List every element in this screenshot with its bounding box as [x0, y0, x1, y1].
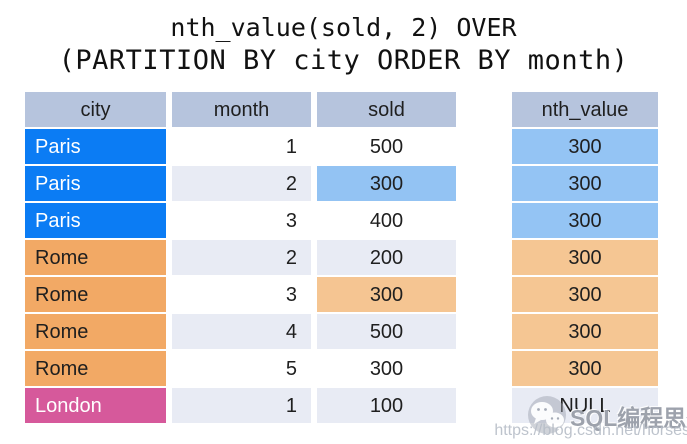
- nth-value-cell: 300: [512, 166, 658, 201]
- month-cell: 4: [172, 314, 311, 349]
- watermark-url-text: https://blog.csdn.net/horses: [494, 422, 687, 439]
- month-cell: 3: [285, 283, 297, 306]
- sql-expression-title: nth_value(sold, 2) OVER (PARTITION BY ci…: [0, 12, 687, 78]
- column-header-sold: sold: [317, 92, 456, 127]
- city-cell: Rome: [25, 351, 166, 386]
- nth-value-cell: 300: [512, 314, 658, 349]
- month-cell: 2: [172, 240, 311, 275]
- nth-value-cell-null: NULL: [512, 388, 658, 423]
- city-cell: Paris: [25, 203, 166, 238]
- column-header-nth-value: nth_value: [512, 92, 658, 127]
- sold-cell: 100: [317, 388, 456, 423]
- month-cell: 1: [285, 135, 297, 158]
- source-table: city month sold Paris 1 500 Paris 2 300 …: [25, 92, 456, 423]
- sold-cell: 200: [317, 240, 456, 275]
- city-cell: Rome: [25, 277, 166, 312]
- nth-value-cell: 300: [512, 129, 658, 164]
- nth-value-cell: 300: [512, 240, 658, 275]
- city-cell: Rome: [25, 314, 166, 349]
- month-cell: 1: [172, 388, 311, 423]
- title-line-1: nth_value(sold, 2) OVER: [170, 13, 517, 42]
- title-line-2: (PARTITION BY city ORDER BY month): [58, 45, 629, 76]
- sold-cell: 500: [317, 314, 456, 349]
- sold-cell-highlighted: 300: [317, 277, 456, 312]
- city-cell: Rome: [25, 240, 166, 275]
- sold-cell: 500: [369, 135, 404, 158]
- nth-value-cell: 300: [512, 277, 658, 312]
- result-column: nth_value 300 300 300 300 300 300 300 NU…: [512, 92, 658, 423]
- sold-cell: 300: [369, 357, 404, 380]
- month-cell: 2: [172, 166, 311, 201]
- column-header-month: month: [172, 92, 311, 127]
- column-header-city: city: [25, 92, 166, 127]
- city-cell: Paris: [25, 166, 166, 201]
- city-cell: London: [25, 388, 166, 423]
- sold-cell-highlighted: 300: [317, 166, 456, 201]
- month-cell: 5: [285, 357, 297, 380]
- sold-cell: 400: [369, 209, 404, 232]
- city-cell: Paris: [25, 129, 166, 164]
- nth-value-cell: 300: [512, 203, 658, 238]
- month-cell: 3: [285, 209, 297, 232]
- nth-value-cell: 300: [512, 351, 658, 386]
